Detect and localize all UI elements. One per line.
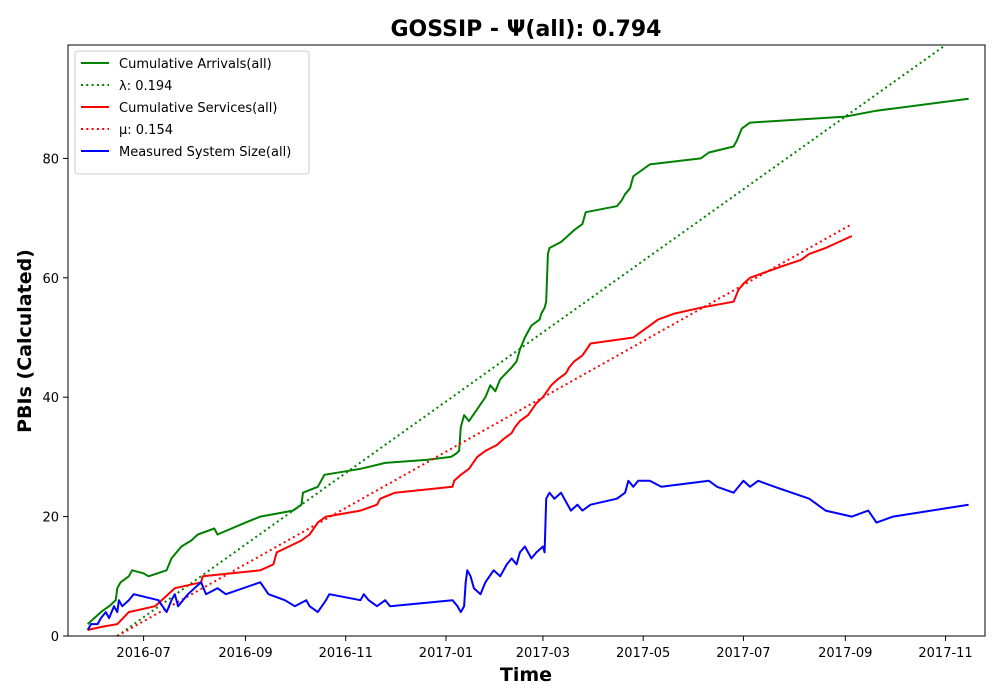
x-tick-label: 2017-07 [716, 646, 770, 661]
y-tick-label: 40 [42, 391, 59, 406]
chart-title: GOSSIP - Ψ(all): 0.794 [391, 17, 662, 42]
x-tick-label: 2017-11 [918, 646, 972, 661]
x-tick-label: 2016-11 [319, 646, 373, 661]
x-tick-label: 2017-03 [516, 646, 570, 661]
legend-label-0: Cumulative Arrivals(all) [119, 57, 272, 72]
x-tick-label: 2016-09 [218, 646, 272, 661]
x-axis-label: Time [500, 664, 552, 686]
x-tick-label: 2017-09 [818, 646, 872, 661]
y-tick-label: 20 [42, 511, 59, 526]
legend-label-1: λ: 0.194 [119, 79, 172, 94]
y-tick-label: 80 [42, 152, 59, 167]
legend-label-2: Cumulative Services(all) [119, 101, 277, 116]
legend-label-4: Measured System Size(all) [119, 145, 291, 160]
y-tick-label: 60 [42, 272, 59, 287]
legend: Cumulative Arrivals(all) λ: 0.194 Cumulati… [75, 51, 309, 174]
y-tick-label: 0 [51, 630, 59, 645]
legend-label-3: μ: 0.154 [119, 123, 173, 138]
x-tick-label: 2016-07 [116, 646, 170, 661]
y-axis-label: PBIs (Calculated) [14, 249, 36, 433]
x-tick-label: 2017-05 [616, 646, 670, 661]
x-tick-label: 2017-01 [419, 646, 473, 661]
